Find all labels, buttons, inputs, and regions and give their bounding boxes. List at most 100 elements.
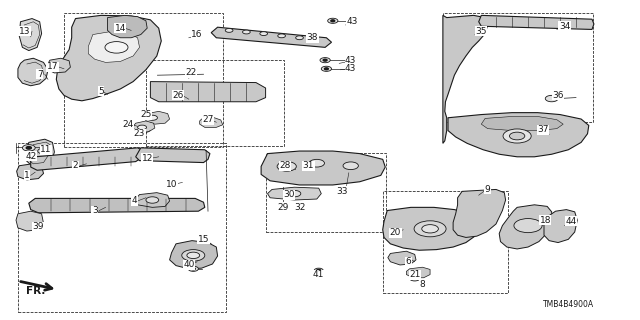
Circle shape	[42, 150, 45, 152]
Polygon shape	[26, 139, 54, 166]
Bar	[383, 191, 508, 293]
Bar	[443, 13, 593, 122]
Polygon shape	[108, 15, 147, 38]
Text: 38: 38	[307, 33, 318, 42]
Polygon shape	[443, 15, 488, 143]
Text: 15: 15	[198, 235, 209, 244]
Text: 3: 3	[92, 206, 97, 215]
Circle shape	[514, 219, 542, 233]
Bar	[146, 60, 284, 146]
Text: FR.: FR.	[26, 285, 45, 296]
Polygon shape	[17, 164, 44, 180]
Text: 1: 1	[24, 171, 29, 180]
Text: 17: 17	[47, 62, 58, 71]
Text: 14: 14	[115, 24, 126, 33]
Circle shape	[147, 115, 157, 120]
Text: 5: 5	[99, 87, 104, 96]
Polygon shape	[19, 19, 42, 51]
Circle shape	[105, 42, 128, 53]
Text: 29: 29	[277, 203, 289, 212]
Circle shape	[410, 276, 420, 281]
Polygon shape	[544, 210, 577, 243]
Circle shape	[22, 145, 35, 151]
Circle shape	[146, 197, 159, 203]
Text: 30: 30	[284, 190, 295, 199]
Text: 24: 24	[122, 120, 134, 129]
Polygon shape	[29, 198, 205, 213]
Circle shape	[323, 59, 327, 61]
Text: 21: 21	[409, 270, 420, 279]
Polygon shape	[479, 15, 594, 29]
Circle shape	[413, 277, 417, 279]
Polygon shape	[150, 82, 266, 102]
Circle shape	[317, 269, 321, 271]
Text: 42: 42	[25, 152, 36, 161]
Text: 23: 23	[134, 129, 145, 138]
Circle shape	[182, 250, 205, 261]
Text: 12: 12	[141, 154, 153, 163]
Circle shape	[321, 66, 332, 71]
Text: 20: 20	[390, 228, 401, 237]
Text: TMB4B4900A: TMB4B4900A	[543, 300, 594, 309]
Polygon shape	[31, 148, 144, 170]
Circle shape	[191, 268, 195, 270]
Polygon shape	[146, 111, 170, 124]
Polygon shape	[170, 241, 218, 269]
Circle shape	[225, 28, 233, 32]
Circle shape	[324, 68, 328, 70]
Polygon shape	[499, 205, 552, 249]
Polygon shape	[211, 27, 332, 47]
Bar	[18, 143, 226, 312]
Text: 39: 39	[33, 222, 44, 231]
Text: 8: 8	[420, 280, 425, 289]
Text: 35: 35	[476, 27, 487, 36]
Text: 33: 33	[337, 187, 348, 196]
Circle shape	[509, 132, 525, 140]
Circle shape	[328, 18, 338, 23]
Circle shape	[414, 221, 446, 237]
Circle shape	[503, 129, 531, 143]
Circle shape	[277, 162, 296, 171]
Text: 9: 9	[485, 185, 490, 194]
Text: 44: 44	[565, 217, 577, 226]
Text: 40: 40	[183, 260, 195, 269]
Circle shape	[188, 266, 198, 271]
Text: 6: 6	[406, 257, 411, 266]
Polygon shape	[47, 58, 70, 73]
Text: 27: 27	[202, 116, 214, 124]
Polygon shape	[16, 211, 44, 231]
Polygon shape	[453, 189, 506, 237]
Polygon shape	[406, 267, 430, 278]
Circle shape	[278, 34, 285, 38]
Text: 22: 22	[185, 68, 196, 77]
Circle shape	[243, 30, 250, 34]
Polygon shape	[261, 151, 385, 185]
Polygon shape	[88, 31, 140, 62]
Text: 4: 4	[132, 196, 137, 205]
Text: 10: 10	[166, 180, 177, 189]
Circle shape	[320, 58, 330, 63]
Polygon shape	[383, 207, 480, 250]
Polygon shape	[268, 187, 321, 200]
Circle shape	[309, 159, 324, 167]
Polygon shape	[136, 148, 210, 163]
Circle shape	[314, 268, 323, 273]
Polygon shape	[56, 15, 161, 101]
Circle shape	[260, 32, 268, 36]
Circle shape	[343, 162, 358, 170]
Polygon shape	[133, 121, 155, 132]
Circle shape	[288, 190, 301, 197]
Text: 25: 25	[140, 110, 152, 119]
Circle shape	[422, 225, 438, 233]
Circle shape	[138, 125, 147, 130]
Text: 37: 37	[537, 125, 548, 134]
Text: 32: 32	[294, 203, 305, 212]
Circle shape	[331, 20, 335, 22]
Text: 13: 13	[19, 27, 30, 36]
Circle shape	[187, 252, 200, 259]
Bar	[64, 13, 223, 147]
Text: 2: 2	[73, 161, 78, 170]
Polygon shape	[136, 193, 170, 207]
Text: 16: 16	[191, 30, 203, 39]
Circle shape	[26, 147, 31, 149]
